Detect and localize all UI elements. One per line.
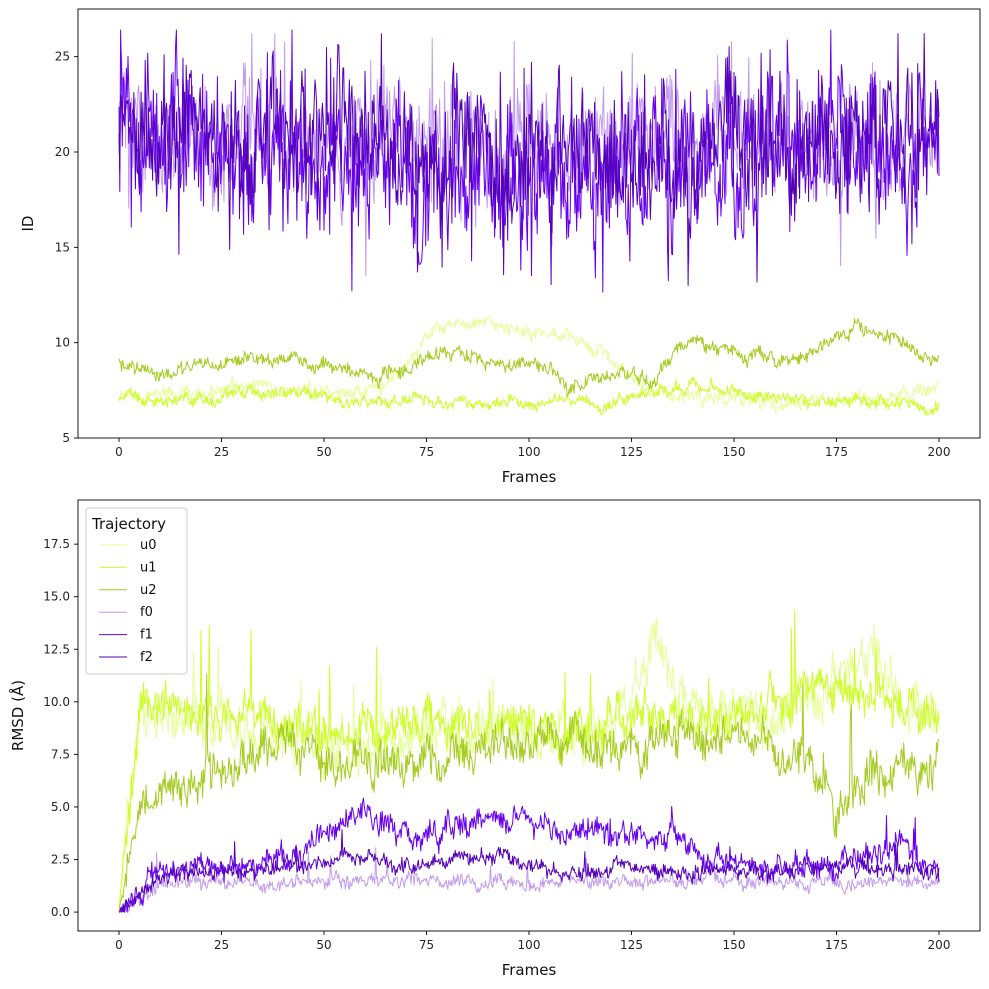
legend: Trajectory u0 u1 u2 f0 f1 f2: [85, 507, 188, 675]
x-tick-label: 25: [214, 938, 229, 952]
y-axis-label: ID: [19, 216, 37, 232]
y-tick-label: 10.0: [43, 695, 70, 709]
id-chart-panel: 0 25 50 75 100 125 150 175 200 5 10 15 20 25 Frames ID: [19, 8, 981, 486]
legend-label-f1: f1: [140, 628, 153, 643]
series-line-u1: [118, 376, 940, 416]
series-line-f2: [118, 33, 940, 286]
y-tick-label: 15.0: [43, 590, 70, 604]
x-axis-label: Frames: [502, 468, 557, 486]
series-line-u1: [118, 609, 940, 913]
x-tick-label: 100: [518, 445, 541, 459]
x-tick-label: 200: [928, 938, 951, 952]
y-tick-label: 17.5: [43, 537, 70, 551]
x-tick-label: 100: [518, 938, 541, 952]
series-line-f1: [118, 797, 940, 913]
x-tick-label: 0: [115, 938, 123, 952]
x-tick-label: 175: [825, 445, 848, 459]
series-line-u2: [118, 318, 939, 397]
y-tick-label: 2.5: [51, 853, 70, 867]
series-line-u2: [118, 673, 940, 913]
series-group: [118, 29, 940, 416]
x-tick-label: 75: [419, 445, 434, 459]
series-group: [118, 609, 940, 913]
x-tick-label: 75: [419, 938, 434, 952]
x-tick-label: 0: [115, 445, 123, 459]
y-tick-label: 7.5: [51, 747, 70, 761]
x-tick-label: 175: [825, 938, 848, 952]
legend-label-u1: u1: [140, 560, 157, 575]
series-line-f0: [118, 847, 940, 913]
legend-box: [85, 507, 188, 675]
y-tick-label: 12.5: [43, 642, 70, 656]
x-tick-label: 50: [316, 445, 331, 459]
x-tick-label: 150: [723, 445, 746, 459]
y-tick-label: 15: [55, 240, 70, 254]
series-line-f2: [118, 829, 940, 913]
y-tick-label: 5.0: [51, 800, 70, 814]
plot-frame: [77, 8, 981, 439]
x-tick-label: 200: [928, 445, 951, 459]
y-tick-label: 5: [62, 431, 70, 445]
y-tick-label: 20: [55, 145, 70, 159]
y-tick-label: 10: [55, 336, 70, 350]
x-tick-label: 25: [214, 445, 229, 459]
legend-title: Trajectory: [91, 515, 166, 533]
y-tick-label: 0.0: [51, 905, 70, 919]
legend-label-f0: f0: [140, 605, 153, 620]
y-tick-label: 25: [55, 50, 70, 64]
series-line-u0: [118, 314, 940, 414]
rmsd-chart-panel: 0 25 50 75 100 125 150 175 200 0.0 2.5 5.0 7.5 10.0 12…: [8, 499, 981, 979]
x-tick-label: 150: [723, 938, 746, 952]
legend-label-f2: f2: [140, 650, 153, 665]
x-tick-label: 125: [620, 938, 643, 952]
y-axis-label: RMSD (Å): [8, 680, 27, 751]
x-axis-label: Frames: [502, 961, 557, 979]
x-tick-label: 50: [316, 938, 331, 952]
legend-label-u2: u2: [140, 583, 157, 598]
legend-label-u0: u0: [140, 538, 157, 553]
x-tick-label: 125: [620, 445, 643, 459]
